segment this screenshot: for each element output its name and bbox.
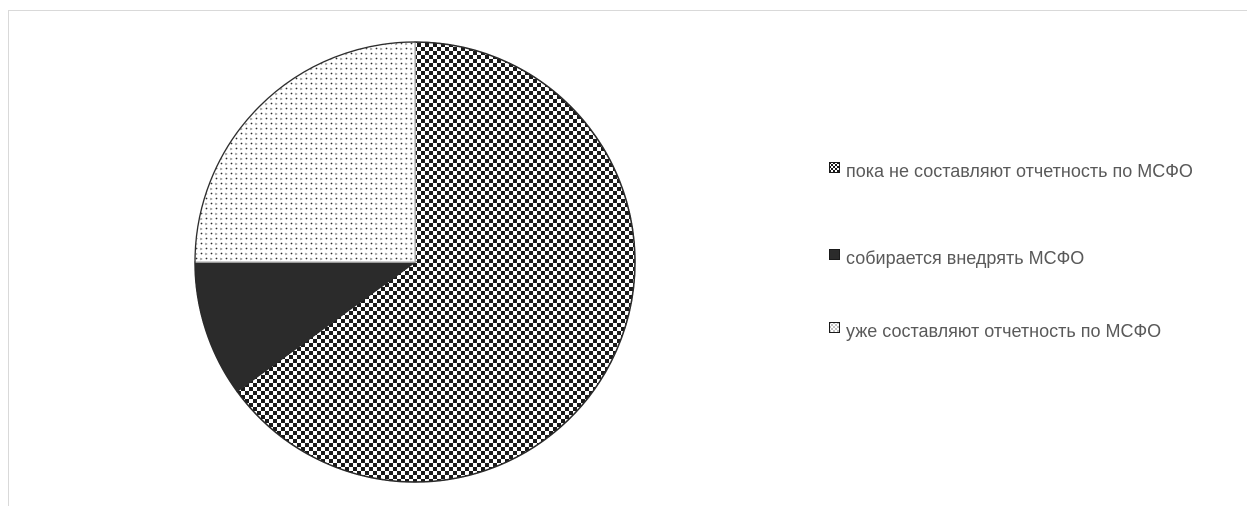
pie-outline bbox=[194, 41, 636, 483]
pie-chart bbox=[194, 41, 636, 483]
legend-label: пока не составляют отчетность по МСФО bbox=[846, 161, 1193, 181]
legend-swatch-solid bbox=[829, 249, 840, 260]
pie-slice-already-reporting bbox=[194, 41, 416, 263]
legend-swatch-dotted bbox=[829, 322, 840, 333]
chart-area: пока не составляют отчетность по МСФО со… bbox=[8, 10, 1247, 506]
legend-label: собирается внедрять МСФО bbox=[846, 248, 1085, 268]
pie-slices bbox=[194, 41, 636, 483]
legend-swatch-checkerboard bbox=[829, 162, 840, 173]
legend-label: уже составляют отчетность по МСФО bbox=[846, 321, 1162, 341]
